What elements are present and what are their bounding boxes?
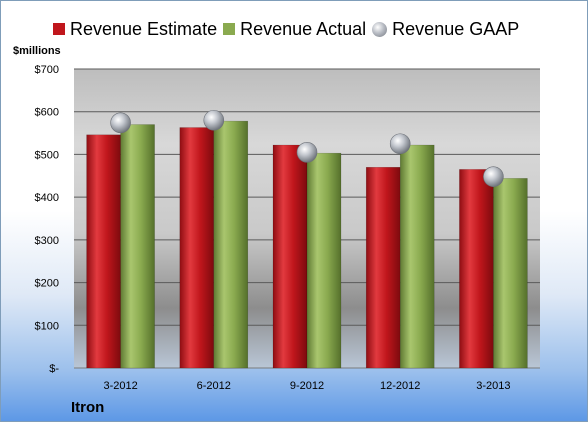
legend: Revenue Estimate Revenue Actual Revenue … xyxy=(53,17,525,41)
y-tick-label: $200 xyxy=(35,278,59,290)
x-tick-label: 3-2013 xyxy=(476,380,510,392)
y-tick-label: $400 xyxy=(35,192,59,204)
y-tick-label: $- xyxy=(49,363,59,375)
legend-swatch-revenue-gaap xyxy=(372,21,388,37)
bar-revenue-actual xyxy=(306,152,342,369)
legend-label-revenue-gaap: Revenue GAAP xyxy=(392,18,520,39)
bar-revenue-estimate xyxy=(179,127,215,369)
bar-revenue-estimate xyxy=(272,144,308,369)
x-tick-label: 9-2012 xyxy=(290,380,324,392)
gaap-point xyxy=(110,112,131,134)
legend-label-revenue-actual: Revenue Actual xyxy=(240,18,367,39)
bar-revenue-actual xyxy=(213,120,249,369)
gaap-point xyxy=(203,109,225,131)
bar-revenue-actual xyxy=(120,124,155,369)
x-tick-label: 3-2012 xyxy=(103,380,137,392)
x-tick-label: 12-2012 xyxy=(380,380,420,392)
y-tick-label: $700 xyxy=(35,64,59,76)
bar-revenue-actual xyxy=(493,178,528,369)
bar-revenue-estimate xyxy=(365,166,401,369)
y-tick-label: $600 xyxy=(35,107,59,119)
gaap-point xyxy=(296,141,318,163)
bar-revenue-actual xyxy=(399,144,435,369)
legend-label-revenue-estimate: Revenue Estimate xyxy=(70,18,218,39)
y-tick-label: $500 xyxy=(35,149,59,161)
y-axis-unit-label: $millions xyxy=(13,45,61,57)
x-tick-label: 6-2012 xyxy=(197,380,231,392)
gaap-point xyxy=(389,133,411,155)
legend-item-revenue-actual: Revenue Actual xyxy=(223,19,366,40)
bar-revenue-estimate xyxy=(459,169,494,369)
y-tick-label: $100 xyxy=(35,320,59,332)
gaap-point xyxy=(483,166,504,187)
y-tick-label: $300 xyxy=(35,235,59,247)
legend-item-revenue-gaap: Revenue GAAP xyxy=(372,19,519,40)
legend-swatch-revenue-estimate xyxy=(53,23,65,35)
company-name: Itron xyxy=(71,399,105,416)
legend-item-revenue-estimate: Revenue Estimate xyxy=(53,19,217,40)
bar-revenue-estimate xyxy=(86,134,121,369)
legend-swatch-revenue-actual xyxy=(223,23,236,35)
